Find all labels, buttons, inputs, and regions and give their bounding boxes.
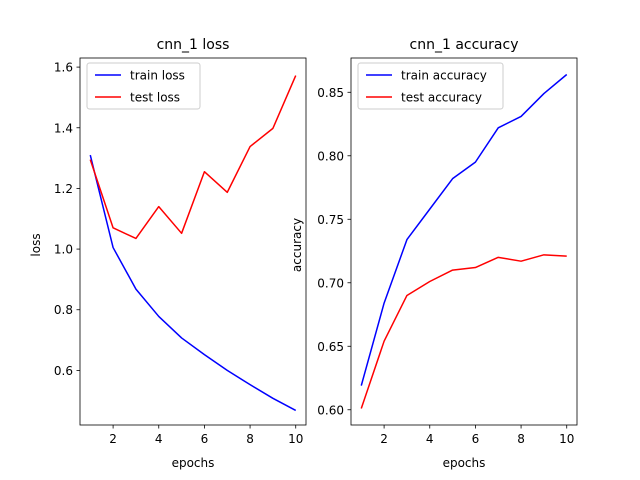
loss-ytick-label: 0.6	[54, 364, 73, 378]
test-accuracy-legend-label: test accuracy	[401, 91, 482, 105]
accuracy-xtick-label: 4	[426, 432, 434, 446]
test-loss-legend-label: test loss	[130, 91, 180, 105]
loss-xtick-label: 8	[246, 432, 254, 446]
accuracy-xlabel: epochs	[443, 456, 486, 470]
accuracy-plot-area: 2 4 6 8 10 0.60 0.65 0.70 0.75 0.80 0.85 train accu…	[317, 57, 578, 446]
loss-xlabel: epochs	[172, 456, 215, 470]
loss-title: cnn_1 loss	[157, 37, 230, 53]
accuracy-ytick-label: 0.85	[317, 86, 344, 100]
loss-ytick-label: 1.2	[54, 182, 73, 196]
loss-xtick-label: 2	[109, 432, 117, 446]
loss-ytick-label: 1.0	[54, 243, 73, 257]
loss-ytick-label: 1.6	[54, 61, 73, 75]
accuracy-ytick-label: 0.75	[317, 213, 344, 227]
loss-xtick-label: 4	[155, 432, 163, 446]
loss-xtick-label: 6	[201, 432, 209, 446]
accuracy-ytick-label: 0.60	[317, 403, 344, 417]
train-accuracy-legend-label: train accuracy	[401, 69, 487, 83]
loss-ytick-label: 0.8	[54, 303, 73, 317]
loss-ylabel: loss	[29, 233, 43, 256]
loss-ytick-label: 1.4	[54, 121, 73, 135]
accuracy-xtick-label: 8	[517, 432, 525, 446]
train-loss-legend-label: train loss	[130, 69, 185, 83]
loss-plot-area: 2 4 6 8 10 0.6 0.8 1.0 1.2 1.4 1.6 train loss test l…	[54, 57, 307, 446]
accuracy-ytick-label: 0.80	[317, 149, 344, 163]
train-loss-line	[89, 154, 297, 412]
loss-axes-frame	[79, 57, 307, 426]
accuracy-axes-frame	[350, 57, 578, 426]
accuracy-subplot: cnn_1 accuracy epochs accuracy 2 4 6 8 10 0.6…	[290, 37, 578, 470]
accuracy-legend	[357, 62, 504, 110]
accuracy-ytick-label: 0.70	[317, 276, 344, 290]
train-accuracy-line	[360, 73, 568, 386]
accuracy-xtick-label: 2	[380, 432, 388, 446]
test-accuracy-line	[360, 254, 567, 409]
accuracy-xtick-label: 6	[472, 432, 480, 446]
loss-xtick-label: 10	[288, 432, 303, 446]
accuracy-xtick-label: 10	[559, 432, 574, 446]
loss-subplot: cnn_1 loss epochs loss 2 4 6 8 10 0.6 0.8 1.0 1.…	[29, 37, 307, 470]
accuracy-ytick-label: 0.65	[317, 340, 344, 354]
test-loss-line	[89, 75, 297, 240]
accuracy-ylabel: accuracy	[290, 218, 304, 272]
accuracy-title: cnn_1 accuracy	[410, 37, 519, 53]
